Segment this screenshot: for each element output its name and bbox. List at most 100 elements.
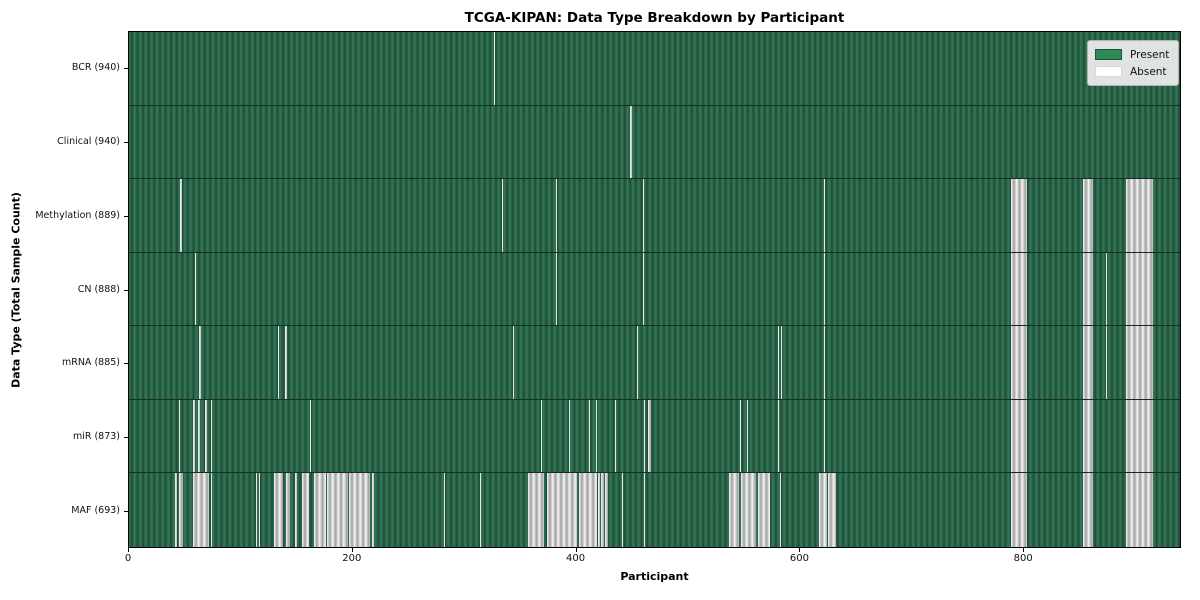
y-tick-label-methylation: Methylation (889) <box>35 209 120 221</box>
absent-block <box>314 473 326 547</box>
absent-block <box>569 399 571 473</box>
absent-block <box>819 473 828 547</box>
y-tick-mark <box>124 215 128 217</box>
absent-block <box>739 399 742 473</box>
y-tick-mark <box>124 289 128 291</box>
heatmap-row-cn <box>129 252 1180 327</box>
absent-block <box>1011 473 1027 547</box>
y-tick-label-cn: CN (888) <box>77 283 120 295</box>
absent-block <box>194 252 197 326</box>
absent-block <box>309 399 312 473</box>
y-tick-label-clinical: Clinical (940) <box>57 135 120 147</box>
x-tick-label: 800 <box>1013 553 1033 564</box>
legend-item-present: Present <box>1095 46 1170 63</box>
absent-block <box>174 473 177 547</box>
absent-block <box>777 399 780 473</box>
absent-block <box>210 473 212 547</box>
y-tick-label-maf: MAF (693) <box>71 505 120 517</box>
legend-present-swatch <box>1095 49 1122 60</box>
absent-block <box>823 326 825 399</box>
absent-block <box>372 473 374 547</box>
absent-block <box>1082 326 1093 399</box>
legend-absent-swatch <box>1095 66 1122 77</box>
absent-block <box>555 252 557 326</box>
absent-block <box>604 473 609 547</box>
absent-block <box>192 399 195 473</box>
absent-block <box>746 399 748 473</box>
absent-block <box>728 473 739 547</box>
absent-block <box>828 473 836 547</box>
absent-block <box>601 473 604 547</box>
y-tick-label-mir: miR (873) <box>72 431 120 443</box>
x-tick-mark <box>575 548 577 552</box>
absent-block <box>1082 179 1093 252</box>
legend: Present Absent <box>1087 40 1179 86</box>
absent-block <box>192 473 210 547</box>
absent-block <box>302 473 309 547</box>
absent-block <box>179 473 183 547</box>
absent-block <box>642 252 644 326</box>
x-tick-mark <box>128 548 129 552</box>
y-axis-title: Data Type (Total Sample Count) <box>9 192 23 388</box>
absent-block <box>285 326 287 399</box>
absent-block <box>1126 473 1154 547</box>
absent-block <box>823 252 825 326</box>
absent-block <box>179 399 181 473</box>
absent-block <box>1126 252 1154 326</box>
absent-block <box>630 105 632 179</box>
plot-area <box>128 31 1181 548</box>
x-tick-mark <box>799 548 801 552</box>
absent-block <box>1126 326 1154 399</box>
absent-block <box>823 179 825 252</box>
absent-block <box>1011 179 1027 252</box>
absent-block <box>643 473 646 547</box>
absent-block <box>1106 252 1108 326</box>
heatmap-row-maf <box>129 473 1180 547</box>
absent-block <box>637 326 639 399</box>
x-tick-mark <box>351 548 353 552</box>
absent-block <box>204 399 208 473</box>
absent-block <box>741 473 756 547</box>
absent-block <box>777 326 780 399</box>
legend-label: Absent <box>1130 65 1167 78</box>
chart-title: TCGA-KIPAN: Data Type Breakdown by Parti… <box>464 10 845 26</box>
absent-block <box>286 473 290 547</box>
x-axis-title: Participant <box>620 570 689 583</box>
absent-block <box>757 473 771 547</box>
x-tick-label: 600 <box>789 553 809 564</box>
absent-block <box>1011 399 1027 473</box>
x-tick-label: 200 <box>342 553 362 564</box>
absent-block <box>349 473 371 547</box>
absent-block <box>781 326 783 399</box>
absent-block <box>502 179 504 252</box>
absent-block <box>1126 399 1154 473</box>
legend-item-absent: Absent <box>1095 63 1170 80</box>
absent-block <box>823 399 825 473</box>
heatmap-row-mir <box>129 399 1180 474</box>
y-tick-mark <box>124 511 128 513</box>
heatmap-row-clinical <box>129 105 1180 180</box>
y-tick-mark <box>124 67 128 69</box>
absent-block <box>643 399 646 473</box>
absent-block <box>258 473 260 547</box>
absent-block <box>513 326 515 399</box>
absent-block <box>579 473 597 547</box>
absent-block <box>1106 326 1108 399</box>
legend-label: Present <box>1130 48 1170 61</box>
absent-block <box>180 179 182 252</box>
absent-block <box>199 326 201 399</box>
y-tick-mark <box>124 437 128 439</box>
absent-block <box>494 32 496 105</box>
absent-block <box>295 473 297 547</box>
absent-block <box>589 399 591 473</box>
absent-block <box>256 473 258 547</box>
absent-block <box>277 326 279 399</box>
absent-block <box>648 399 651 473</box>
absent-block <box>527 473 545 547</box>
y-tick-label-mrna: mRNA (885) <box>61 357 120 369</box>
heatmap-row-methylation <box>129 179 1180 253</box>
absent-block <box>326 473 348 547</box>
x-tick-label: 400 <box>566 553 586 564</box>
absent-block <box>642 179 644 252</box>
